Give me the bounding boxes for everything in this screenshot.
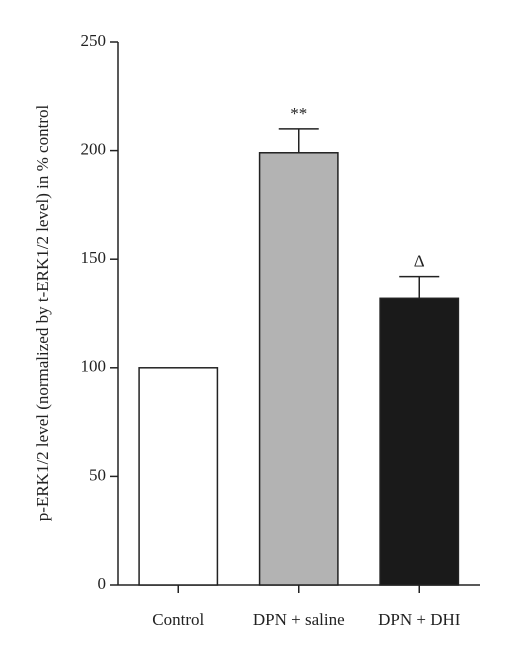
y-tick-label: 150 bbox=[81, 248, 107, 267]
y-tick-label: 50 bbox=[89, 465, 106, 484]
annotation: ** bbox=[290, 104, 307, 123]
bar bbox=[258, 152, 339, 586]
y-tick-label: 0 bbox=[98, 574, 107, 593]
y-tick-label: 200 bbox=[81, 140, 107, 159]
y-tick-label: 100 bbox=[81, 357, 107, 376]
x-tick-label: DPN + saline bbox=[253, 610, 345, 629]
annotation: Δ bbox=[414, 251, 425, 270]
x-tick-label: DPN + DHI bbox=[378, 610, 461, 629]
x-tick-label: Control bbox=[152, 610, 204, 629]
y-tick-label: 250 bbox=[81, 31, 107, 50]
bar bbox=[379, 297, 460, 586]
bar bbox=[138, 367, 219, 586]
y-axis-label: p-ERK1/2 level (normalized by t-ERK1/2 l… bbox=[33, 105, 52, 522]
